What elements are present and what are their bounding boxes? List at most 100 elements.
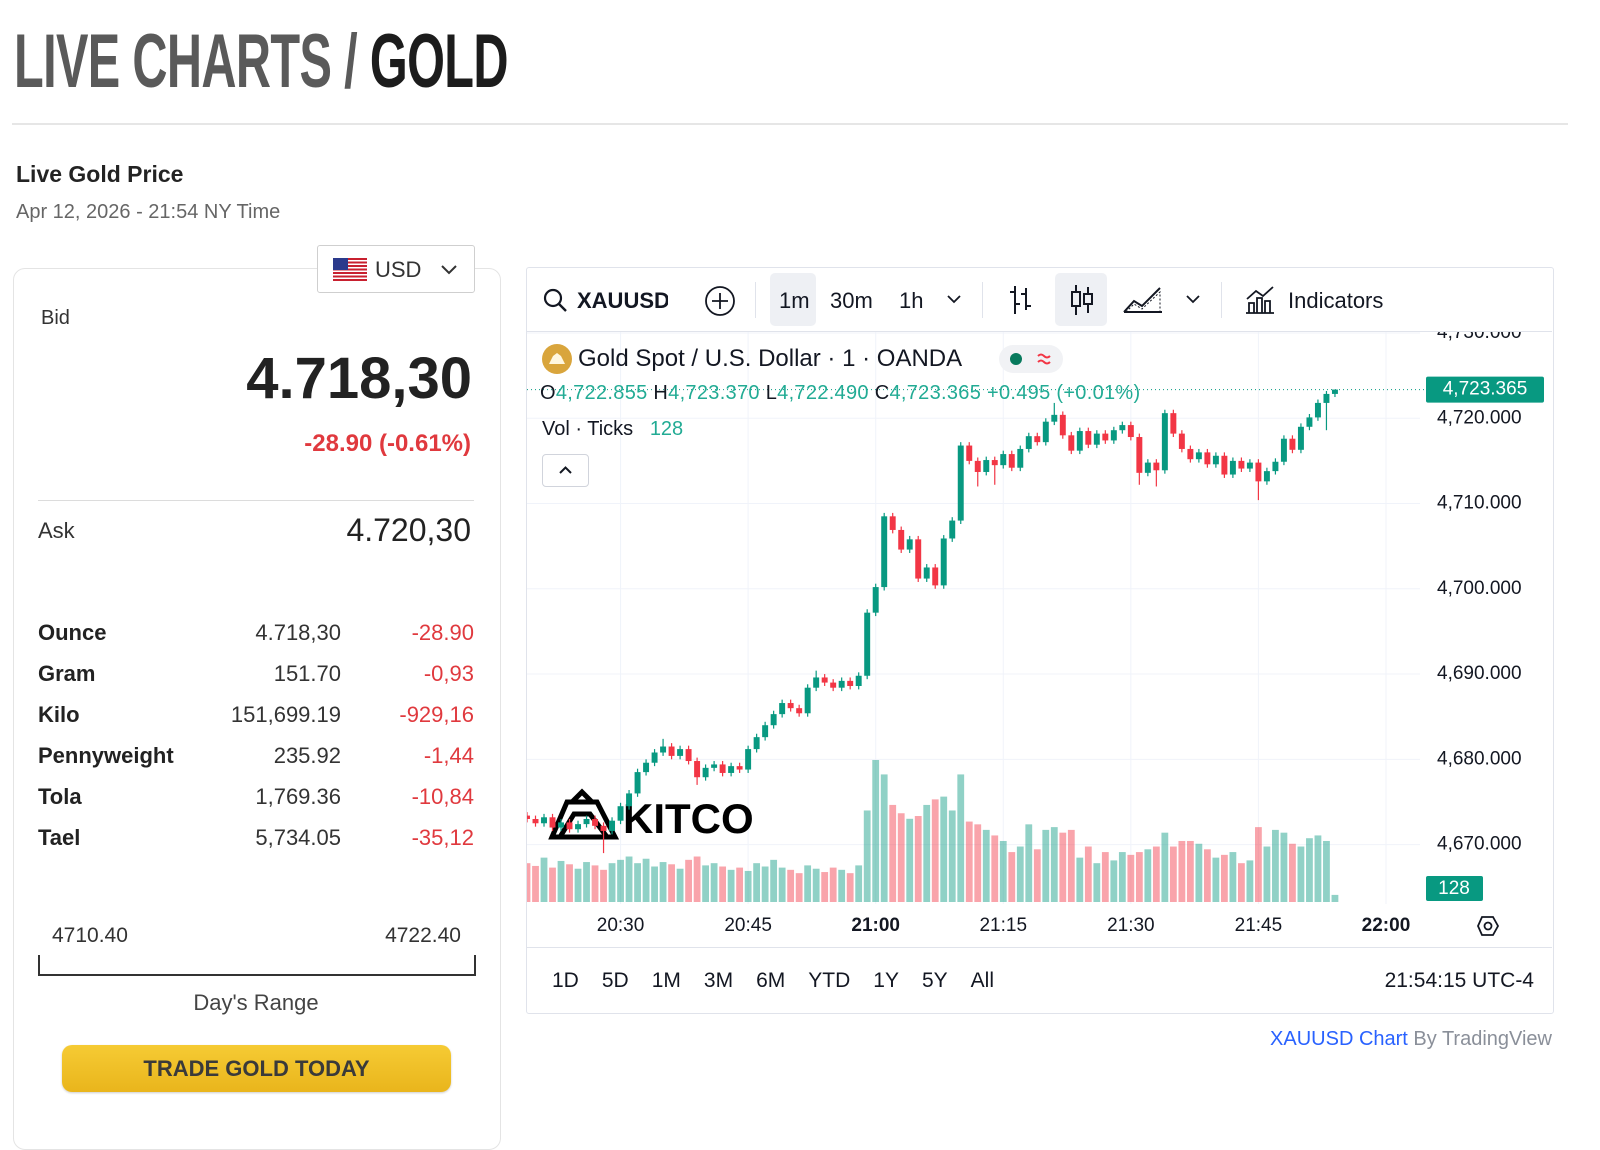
clock: 21:54:15 UTC-4 <box>1384 969 1534 992</box>
candle-body <box>1187 448 1194 460</box>
volume-bar <box>1195 843 1203 902</box>
volume-bar <box>940 796 948 902</box>
page: Live Charts Gold {"header":{"title_prefi… <box>12 19 1568 1150</box>
interval[interactable]: 1m <box>779 288 810 313</box>
panel-title: Live Gold Price <box>16 161 184 187</box>
indicators[interactable]: Indicators <box>1288 288 1384 313</box>
range-button[interactable]: All <box>970 969 994 992</box>
volume-legend: Vol · Ticks 128 <box>542 418 683 441</box>
candle-body <box>1119 425 1126 431</box>
volume-bar <box>923 804 931 902</box>
range-button[interactable]: 1Y <box>873 969 899 992</box>
indicators-icon[interactable] <box>1243 283 1277 317</box>
interval[interactable]: 1h <box>899 288 924 313</box>
volume-bar <box>1135 852 1143 902</box>
bottom-border <box>527 947 1552 948</box>
unit-price: 151.70 <box>273 661 341 686</box>
price-tag <box>1426 376 1544 403</box>
y-tick-label: 4,700.000 <box>1437 578 1522 599</box>
interval[interactable]: 30m <box>830 288 873 313</box>
candle-body <box>1034 436 1041 443</box>
currency: USD <box>375 257 422 282</box>
range-button[interactable]: 1M <box>651 969 681 992</box>
volume-bar <box>931 799 939 902</box>
volume-bar <box>1050 827 1058 902</box>
volume-value: 128 <box>649 418 684 440</box>
range-button[interactable]: YTD <box>808 969 851 992</box>
x-tick-label: 21:15 <box>979 915 1027 936</box>
legend-label: C <box>874 382 890 404</box>
range-button[interactable]: 5D <box>601 969 629 992</box>
candle-body <box>838 680 845 688</box>
compare-icon[interactable] <box>703 284 737 318</box>
volume-bar <box>804 865 812 902</box>
price-tag-label: 4,723.365 <box>1443 379 1528 400</box>
volume-bar <box>566 864 573 902</box>
volume-bar <box>1237 863 1245 902</box>
candle-body <box>1144 462 1151 473</box>
trade-button[interactable]: TRADE GOLD TODAY <box>62 1045 451 1092</box>
candle-body <box>643 762 650 773</box>
unit-name: Gram <box>38 661 96 686</box>
candle-body <box>1170 413 1177 434</box>
bars-icon[interactable] <box>1006 284 1034 316</box>
separator <box>982 282 983 318</box>
ohlc-legend: O4,722.855 H4,723.370 L4,722.490 C4,723.… <box>540 382 1140 405</box>
legend-title: Gold Spot / U.S. Dollar · 1 · OANDA <box>578 345 963 372</box>
separator <box>1221 282 1222 318</box>
bid-price: 4.718,30 <box>246 346 472 411</box>
settings-icon[interactable] <box>1477 916 1500 936</box>
currency-select[interactable]: USD <box>317 245 475 293</box>
candle-body <box>549 817 556 828</box>
range-button[interactable]: 5Y <box>921 969 948 992</box>
candle-body <box>719 764 726 773</box>
volume-bar <box>821 872 829 902</box>
unit-name: Ounce <box>38 620 107 645</box>
range-buttons: 1D 5D 1M 3M 6M YTD 1Y 5Y All <box>552 969 994 993</box>
volume-bar <box>1178 840 1186 902</box>
legend-close: 4,723.365 <box>889 382 982 404</box>
candle-body <box>677 749 684 756</box>
candle-body <box>753 737 760 750</box>
volume-bar <box>668 864 675 902</box>
watermark: KITCO <box>548 788 754 842</box>
status-pill[interactable] <box>999 345 1063 373</box>
range-button[interactable]: 1D <box>552 969 579 992</box>
candle-body <box>1102 433 1109 441</box>
unit-name: Tola <box>38 784 82 809</box>
candle-body <box>770 714 777 726</box>
volume-bar <box>795 873 803 902</box>
symbol[interactable]: XAUUSD <box>577 288 668 313</box>
volume-bar <box>685 859 692 902</box>
range-button[interactable]: 6M <box>756 969 786 992</box>
chevron[interactable] <box>1185 293 1201 305</box>
volume-bar <box>1220 854 1228 902</box>
range-button[interactable]: 3M <box>703 969 734 992</box>
volume-bar <box>693 856 701 902</box>
bid-label: Bid <box>41 307 70 329</box>
x-tick-label: 20:30 <box>597 915 645 936</box>
candle-body <box>1085 431 1092 445</box>
candles-icon[interactable] <box>1068 283 1096 317</box>
unit-name: Tael <box>38 825 81 850</box>
volume-bar <box>770 859 778 902</box>
volume-bar <box>625 856 633 902</box>
volume-bar <box>642 858 650 902</box>
candle-body <box>1178 433 1185 449</box>
volume-bar <box>1059 832 1067 902</box>
candle-body <box>974 460 981 472</box>
volume-bar <box>914 816 922 902</box>
candle-body <box>1246 462 1253 469</box>
y-tick-label: 4,730.000 <box>1437 332 1522 343</box>
candle-body <box>651 752 658 763</box>
x-tick-label: 20:45 <box>724 915 772 936</box>
search-icon[interactable] <box>542 287 570 315</box>
area-icon[interactable] <box>1122 284 1164 316</box>
candle-body <box>940 538 947 586</box>
chart-link[interactable]: XAUUSD Chart <box>1270 1028 1408 1050</box>
collapse-button[interactable] <box>542 454 589 487</box>
candle-body <box>847 680 854 686</box>
candle-body <box>1000 454 1007 466</box>
volume-label: Vol · Ticks <box>542 418 634 440</box>
chevron[interactable] <box>946 293 962 305</box>
